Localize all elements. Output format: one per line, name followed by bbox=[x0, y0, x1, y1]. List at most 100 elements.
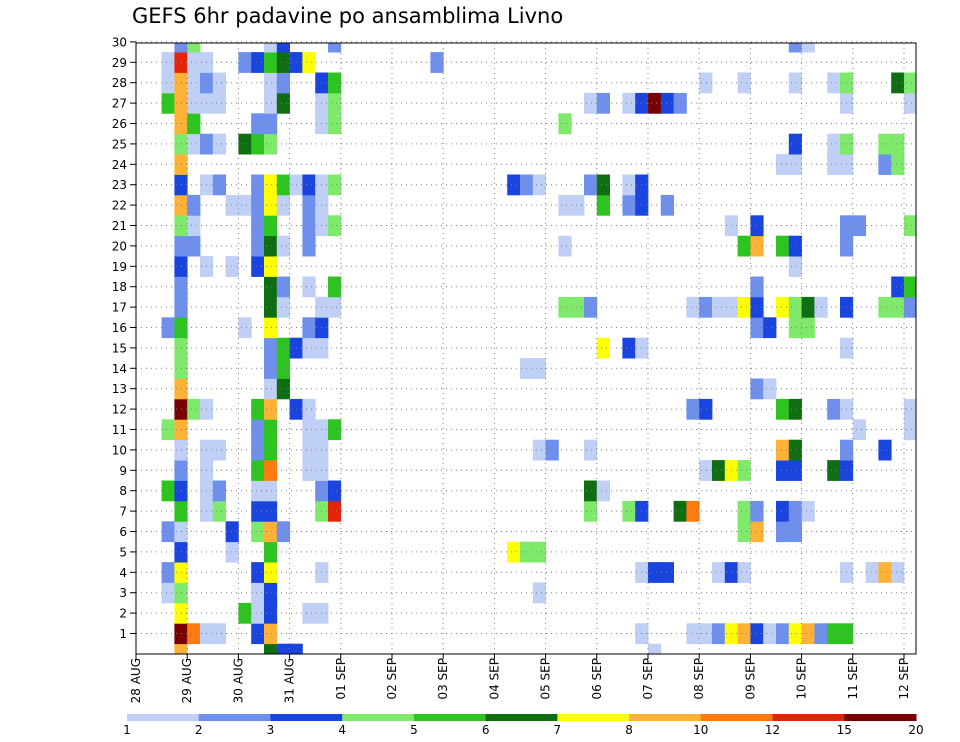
heatmap-cell bbox=[788, 154, 802, 175]
x-tick-label: 10 SEP bbox=[795, 658, 809, 700]
heatmap-cell bbox=[891, 296, 905, 318]
x-tick-label: 09 SEP bbox=[743, 658, 757, 700]
y-tick-label: 24 bbox=[112, 158, 127, 172]
heatmap-cell bbox=[212, 174, 226, 196]
heatmap-cell bbox=[187, 235, 201, 257]
heatmap-cell bbox=[532, 541, 546, 563]
heatmap-cell bbox=[699, 398, 713, 420]
x-tick-label: 12 SEP bbox=[897, 658, 911, 700]
x-tick-label: 08 SEP bbox=[692, 658, 706, 700]
heatmap-cell bbox=[302, 419, 316, 441]
heatmap-cell bbox=[328, 276, 342, 298]
x-tick-label: 04 SEP bbox=[487, 658, 501, 700]
heatmap-cell bbox=[264, 317, 278, 339]
heatmap-cell bbox=[532, 174, 546, 196]
y-tick-label: 26 bbox=[112, 117, 127, 131]
heatmap-cell bbox=[776, 439, 790, 461]
heatmap-cell bbox=[904, 92, 917, 114]
heatmap-cell bbox=[302, 602, 316, 624]
heatmap-cell bbox=[302, 52, 316, 73]
heatmap-cell bbox=[225, 194, 239, 216]
heatmap-cell bbox=[622, 194, 636, 216]
heatmap-cell bbox=[251, 521, 265, 543]
heatmap-cell bbox=[648, 562, 662, 583]
heatmap-cell bbox=[276, 337, 290, 359]
colorbar-swatch bbox=[485, 714, 558, 721]
heatmap-cell bbox=[532, 439, 546, 461]
colorbar-swatch bbox=[127, 714, 200, 721]
heatmap-cell bbox=[187, 43, 201, 53]
heatmap-cell bbox=[878, 133, 892, 155]
heatmap-cell bbox=[686, 296, 700, 318]
y-tick-label: 23 bbox=[112, 178, 127, 192]
heatmap-cell bbox=[328, 500, 342, 522]
heatmap-cell bbox=[302, 460, 316, 481]
y-tick-label: 25 bbox=[112, 137, 127, 151]
heatmap-cell bbox=[276, 92, 290, 114]
heatmap-cell bbox=[596, 92, 610, 114]
heatmap-cell bbox=[264, 52, 278, 73]
heatmap-cell bbox=[891, 133, 905, 155]
heatmap-cell bbox=[507, 174, 521, 196]
heatmap-cell bbox=[264, 521, 278, 543]
heatmap-cell bbox=[737, 460, 751, 481]
heatmap-cell bbox=[264, 378, 278, 400]
heatmap-cell bbox=[558, 296, 572, 318]
heatmap-cell bbox=[660, 562, 674, 583]
heatmap-cell bbox=[737, 500, 751, 522]
heatmap-cell bbox=[212, 133, 226, 155]
colorbar-swatch bbox=[844, 714, 917, 721]
heatmap-cell bbox=[264, 602, 278, 624]
heatmap-cell bbox=[788, 398, 802, 420]
heatmap-cell bbox=[328, 480, 342, 502]
heatmap-cell bbox=[251, 174, 265, 196]
heatmap-cell bbox=[507, 541, 521, 563]
heatmap-cell bbox=[788, 72, 802, 94]
heatmap-cell bbox=[776, 460, 790, 481]
heatmap-cell bbox=[328, 215, 342, 237]
heatmap-cell bbox=[187, 623, 201, 645]
y-tick-label: 30 bbox=[112, 35, 127, 49]
heatmap-cell bbox=[251, 235, 265, 257]
heatmap-cell bbox=[712, 562, 726, 583]
heatmap-cell bbox=[187, 133, 201, 155]
heatmap-cell bbox=[264, 92, 278, 114]
y-tick-label: 10 bbox=[112, 443, 127, 457]
heatmap-cell bbox=[251, 133, 265, 155]
heatmap-cell bbox=[251, 215, 265, 237]
heatmap-cell bbox=[596, 337, 610, 359]
heatmap-cell bbox=[776, 154, 790, 175]
heatmap-cell bbox=[712, 296, 726, 318]
heatmap-cell bbox=[212, 623, 226, 645]
heatmap-cell bbox=[161, 72, 175, 94]
heatmap-cell bbox=[264, 72, 278, 94]
heatmap-cell bbox=[251, 480, 265, 502]
heatmap-cell bbox=[891, 562, 905, 583]
heatmap-cell bbox=[187, 113, 201, 135]
x-tick-label: 07 SEP bbox=[641, 658, 655, 700]
heatmap-cell bbox=[827, 72, 841, 94]
heatmap-cell bbox=[788, 256, 802, 277]
heatmap-cell bbox=[558, 113, 572, 135]
heatmap-cell bbox=[251, 256, 265, 277]
heatmap-cell bbox=[776, 623, 790, 645]
heatmap-cell bbox=[302, 194, 316, 216]
heatmap-cell bbox=[571, 296, 585, 318]
y-axis: 1234567891011121314151617181920212223242… bbox=[112, 35, 136, 641]
heatmap-cell bbox=[904, 215, 917, 237]
heatmap-cell bbox=[622, 174, 636, 196]
colorbar-label: 10 bbox=[693, 723, 708, 737]
heatmap-cell bbox=[763, 378, 777, 400]
heatmap-cell bbox=[264, 337, 278, 359]
heatmap-cell bbox=[558, 194, 572, 216]
heatmap-cell bbox=[648, 92, 662, 114]
heatmap-cell bbox=[788, 43, 802, 53]
heatmap-cell bbox=[904, 398, 917, 420]
heatmap-cell bbox=[827, 623, 841, 645]
heatmap-cell bbox=[763, 317, 777, 339]
heatmap-cell bbox=[289, 643, 303, 655]
heatmap-cell bbox=[673, 500, 687, 522]
heatmap-cell bbox=[545, 439, 559, 461]
y-tick-label: 7 bbox=[119, 505, 127, 519]
y-tick-label: 28 bbox=[112, 76, 127, 90]
